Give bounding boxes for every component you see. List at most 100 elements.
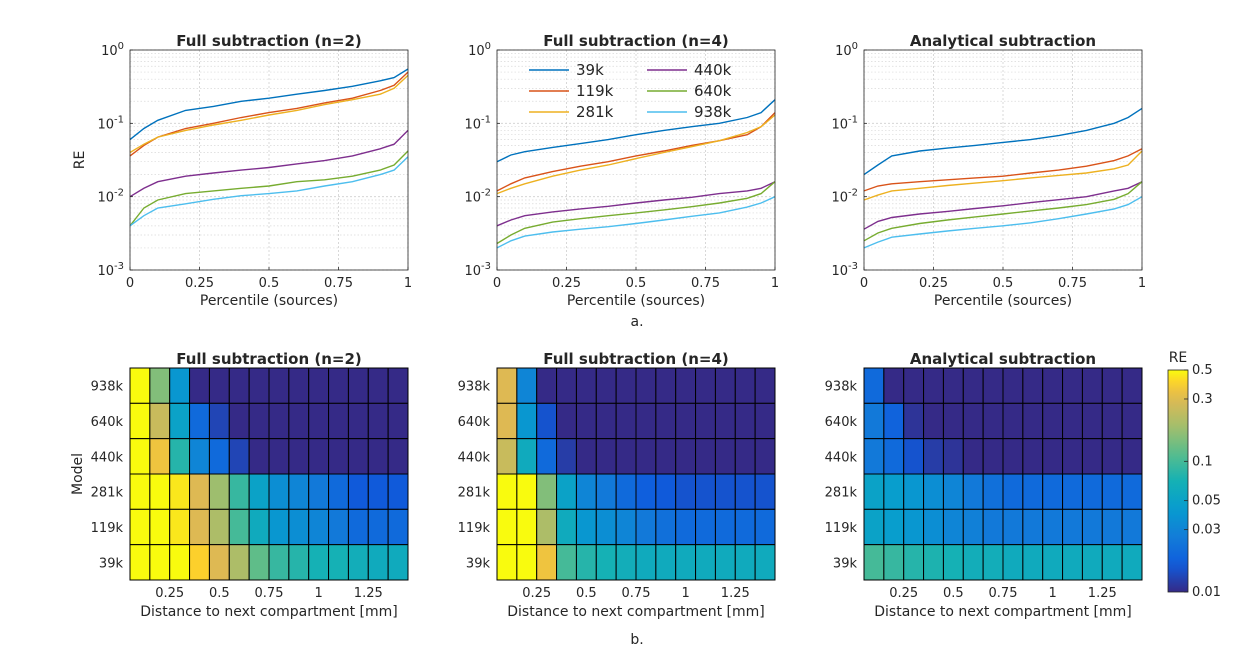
heatmap-cell <box>962 544 984 581</box>
heatmap-cell <box>1042 438 1064 475</box>
line-panel-1: 0 0.25 0.5 0.75 1 10-3 10-2 10-1 100 Full subtrac… <box>72 32 412 309</box>
heatmap-cell <box>615 367 637 404</box>
heatmap-cell <box>189 438 210 475</box>
heatmap-cell <box>754 508 776 546</box>
heatmap-cell <box>575 438 597 475</box>
heatmap-cell <box>516 438 538 475</box>
heatmap-cell <box>923 402 944 440</box>
heatmap-cell <box>714 508 736 546</box>
heatmap-cell <box>903 367 925 404</box>
heatmap-cell <box>942 402 964 440</box>
heatmap-cell <box>595 402 617 440</box>
heatmap-cell <box>228 438 250 475</box>
x-tick-label: 1 <box>682 586 690 601</box>
heatmap-cell <box>288 402 310 440</box>
legend-label-39k: 39k <box>576 61 604 79</box>
heatmap-cell <box>387 367 409 404</box>
heatmap-cell <box>347 367 369 404</box>
heatmap-cell <box>1002 438 1024 475</box>
x-tick-label: 0.25 <box>552 276 581 291</box>
row-label: 119k <box>91 521 124 536</box>
y-tick-label: 100 <box>101 41 124 59</box>
x-tick-label: 0.5 <box>993 276 1014 291</box>
heatmap-cell <box>1062 367 1083 404</box>
heatmap-cell <box>536 544 558 581</box>
heatmap-cell <box>387 544 409 581</box>
heatmap-cell <box>982 508 1004 546</box>
x-tick-label: 1 <box>1049 586 1057 601</box>
x-tick-label: 1 <box>1138 276 1146 291</box>
heatmap-cell <box>1062 508 1083 546</box>
panel-title: Full subtraction (n=4) <box>543 32 729 50</box>
heatmap-cell <box>635 438 657 475</box>
heatmap-cell <box>595 508 617 546</box>
heatmap-cell <box>288 544 310 581</box>
y-tick-label: 10-3 <box>831 261 858 279</box>
heatmap-cell <box>1081 473 1103 510</box>
heatmap-cell <box>615 402 637 440</box>
y-tick-label: 10-1 <box>464 114 491 132</box>
x-tick-label: 0.5 <box>576 586 597 601</box>
heatmap-cell <box>675 544 697 581</box>
heatmap-cell <box>556 402 577 440</box>
heatmap-cell <box>575 367 597 404</box>
heatmap-cell <box>1002 473 1024 510</box>
x-tick-label: 0.75 <box>622 586 651 601</box>
heatmap-cell <box>308 508 330 546</box>
colorbar-tick-label: 0.5 <box>1192 363 1213 378</box>
heatmap-cell <box>556 544 577 581</box>
heatmap-cell <box>595 367 617 404</box>
colorbar-gradient <box>1167 369 1189 593</box>
legend-label-640k: 640k <box>694 82 732 100</box>
x-tick-label: 1 <box>315 586 323 601</box>
line-panel-2: 0 0.25 0.5 0.75 1 10-3 10-2 10-1 100 Full subtrac… <box>464 32 779 309</box>
heatmap-cell <box>734 473 756 510</box>
heatmap-cell <box>695 402 716 440</box>
panel-title: Analytical subtraction <box>910 350 1096 368</box>
heatmap-cell <box>1121 473 1143 510</box>
y-axis-label: Model <box>70 453 86 495</box>
colorbar-tick-label: 0.05 <box>1192 494 1221 509</box>
heatmap-cell <box>1022 367 1044 404</box>
heatmap-cell <box>228 473 250 510</box>
heatmap-cell <box>308 367 330 404</box>
heatmap-cell <box>695 367 716 404</box>
x-tick-label: 0 <box>860 276 868 291</box>
heatmap-cell <box>496 508 518 546</box>
heatmap-cell <box>1101 438 1123 475</box>
row-label: 281k <box>825 486 858 501</box>
heatmap-cell <box>923 438 944 475</box>
heatmap-cell <box>883 402 905 440</box>
heatmap-cell <box>129 508 151 546</box>
row-label: 281k <box>458 486 491 501</box>
heatmap-cell <box>189 544 210 581</box>
x-tick-label: 0.25 <box>522 586 551 601</box>
heatmap-cell <box>347 508 369 546</box>
row-label: 119k <box>458 521 491 536</box>
heatmap-panel-3: 938k 640k 440k 281k 119k 39k 0.25 0.5 0.75 1 1.25 A… <box>825 350 1143 620</box>
x-axis-label: Percentile (sources) <box>567 293 705 309</box>
heatmap-cell <box>288 508 310 546</box>
heatmap-cell <box>863 402 885 440</box>
heatmap-cell <box>982 544 1004 581</box>
heatmap-cell <box>169 402 191 440</box>
heatmap-cell <box>288 473 310 510</box>
row-label: 39k <box>466 556 491 571</box>
series-line-440k <box>129 129 409 198</box>
heatmap-cell <box>655 438 677 475</box>
heatmap-cell <box>734 438 756 475</box>
heatmap-cell <box>308 438 330 475</box>
heatmap-cell <box>496 438 518 475</box>
heatmap-cell <box>149 473 171 510</box>
x-tick-label: 0.5 <box>209 586 230 601</box>
heatmap-cell <box>248 544 270 581</box>
y-tick-label: 10-3 <box>464 261 491 279</box>
heatmap-cell <box>714 367 736 404</box>
x-tick-label: 0.75 <box>691 276 720 291</box>
heatmap-cell <box>208 473 230 510</box>
y-tick-label: 10-1 <box>831 114 858 132</box>
heatmap-cell <box>575 544 597 581</box>
legend-label-440k: 440k <box>694 61 732 79</box>
heatmap-cell <box>496 544 518 581</box>
heatmap-cell <box>754 544 776 581</box>
